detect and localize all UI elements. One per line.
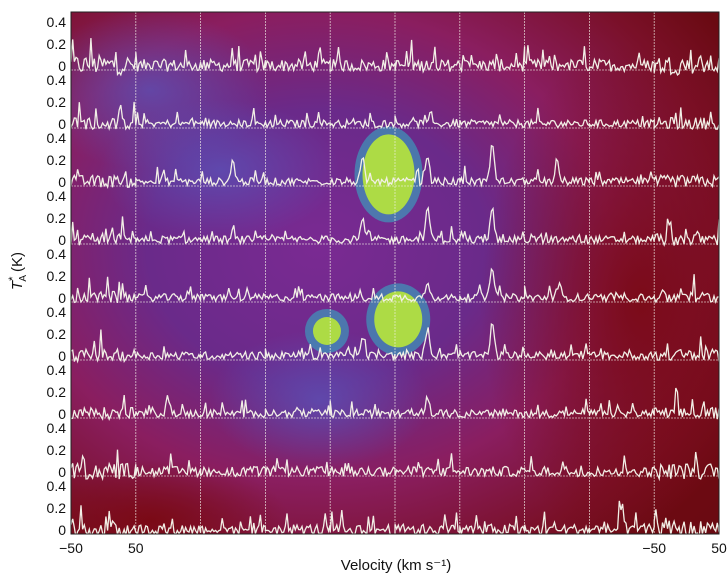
y-tick-label: 0.2 — [47, 210, 67, 226]
x-tick-label: −50 — [642, 540, 666, 556]
emission-blob-lower-right — [374, 291, 423, 348]
x-tick-labels: −50 50 −50 50 — [59, 540, 727, 556]
y-tick-label: 0 — [58, 348, 66, 364]
y-tick-label: 0 — [58, 406, 66, 422]
y-tick-label: 0 — [58, 58, 66, 74]
spectrum-row-4 — [71, 267, 719, 305]
colormap-blue-region-2 — [100, 100, 340, 240]
y-tick-label: 0.2 — [47, 384, 67, 400]
y-tick-label: 0 — [58, 464, 66, 480]
y-tick-label: 0.4 — [47, 14, 67, 30]
y-tick-label: 0.4 — [47, 188, 67, 204]
spectrum-row-2 — [71, 144, 719, 190]
spectrum-row-5 — [71, 322, 719, 364]
spectrum-row-1 — [71, 101, 719, 131]
y-tick-label: 0.2 — [47, 442, 67, 458]
spectrum-row-6 — [71, 387, 719, 422]
y-tick-label: 0.2 — [47, 326, 67, 342]
y-tick-label: 0.4 — [47, 246, 67, 262]
y-tick-label: 0.4 — [47, 420, 67, 436]
y-tick-label: 0.2 — [47, 94, 67, 110]
plot-area — [71, 12, 719, 534]
y-axis-label-unit: (K) — [9, 252, 26, 272]
emission-blob-lower-left — [312, 317, 341, 345]
emission-blob-main — [362, 134, 415, 215]
y-tick-label: 0.4 — [47, 304, 67, 320]
y-axis-label: T*A (K) — [7, 252, 29, 290]
y-tick-label: 0 — [58, 232, 66, 248]
emission-blobs — [304, 126, 431, 356]
spectrum-row-0 — [71, 38, 719, 77]
y-tick-label: 0.4 — [47, 362, 67, 378]
y-tick-label: 0 — [58, 522, 66, 538]
y-tick-label: 0.2 — [47, 500, 67, 516]
y-tick-label: 0 — [58, 290, 66, 306]
y-tick-label: 0.2 — [47, 36, 67, 52]
y-axis-label-sup: * — [7, 276, 19, 281]
panel-gridlines — [71, 12, 719, 534]
svg-text:T*A(K): T*A (K) — [7, 252, 29, 290]
spectrum-row-8 — [71, 500, 719, 534]
y-axis-label-main: T — [9, 279, 26, 290]
y-tick-label: 0 — [58, 174, 66, 190]
y-tick-labels: 0.40.200.40.200.40.200.40.200.40.200.40.… — [47, 14, 67, 538]
x-tick-label: 50 — [711, 540, 727, 556]
y-tick-label: 0.2 — [47, 152, 67, 168]
y-tick-label: 0.2 — [47, 268, 67, 284]
spectrum-row-7 — [71, 449, 719, 482]
x-axis-label: Velocity (km s⁻¹) — [341, 557, 451, 574]
y-axis-label-sub: A — [18, 275, 29, 282]
spectrum-row-3 — [71, 205, 719, 247]
x-tick-label: −50 — [59, 540, 83, 556]
x-tick-label: 50 — [128, 540, 144, 556]
y-tick-label: 0.4 — [47, 478, 67, 494]
colormap-dark-region-2 — [71, 460, 290, 534]
spectra-lines — [71, 38, 719, 534]
y-tick-label: 0.4 — [47, 130, 67, 146]
plot-frame — [70, 11, 720, 535]
y-tick-label: 0 — [58, 116, 66, 132]
y-tick-label: 0.4 — [47, 72, 67, 88]
